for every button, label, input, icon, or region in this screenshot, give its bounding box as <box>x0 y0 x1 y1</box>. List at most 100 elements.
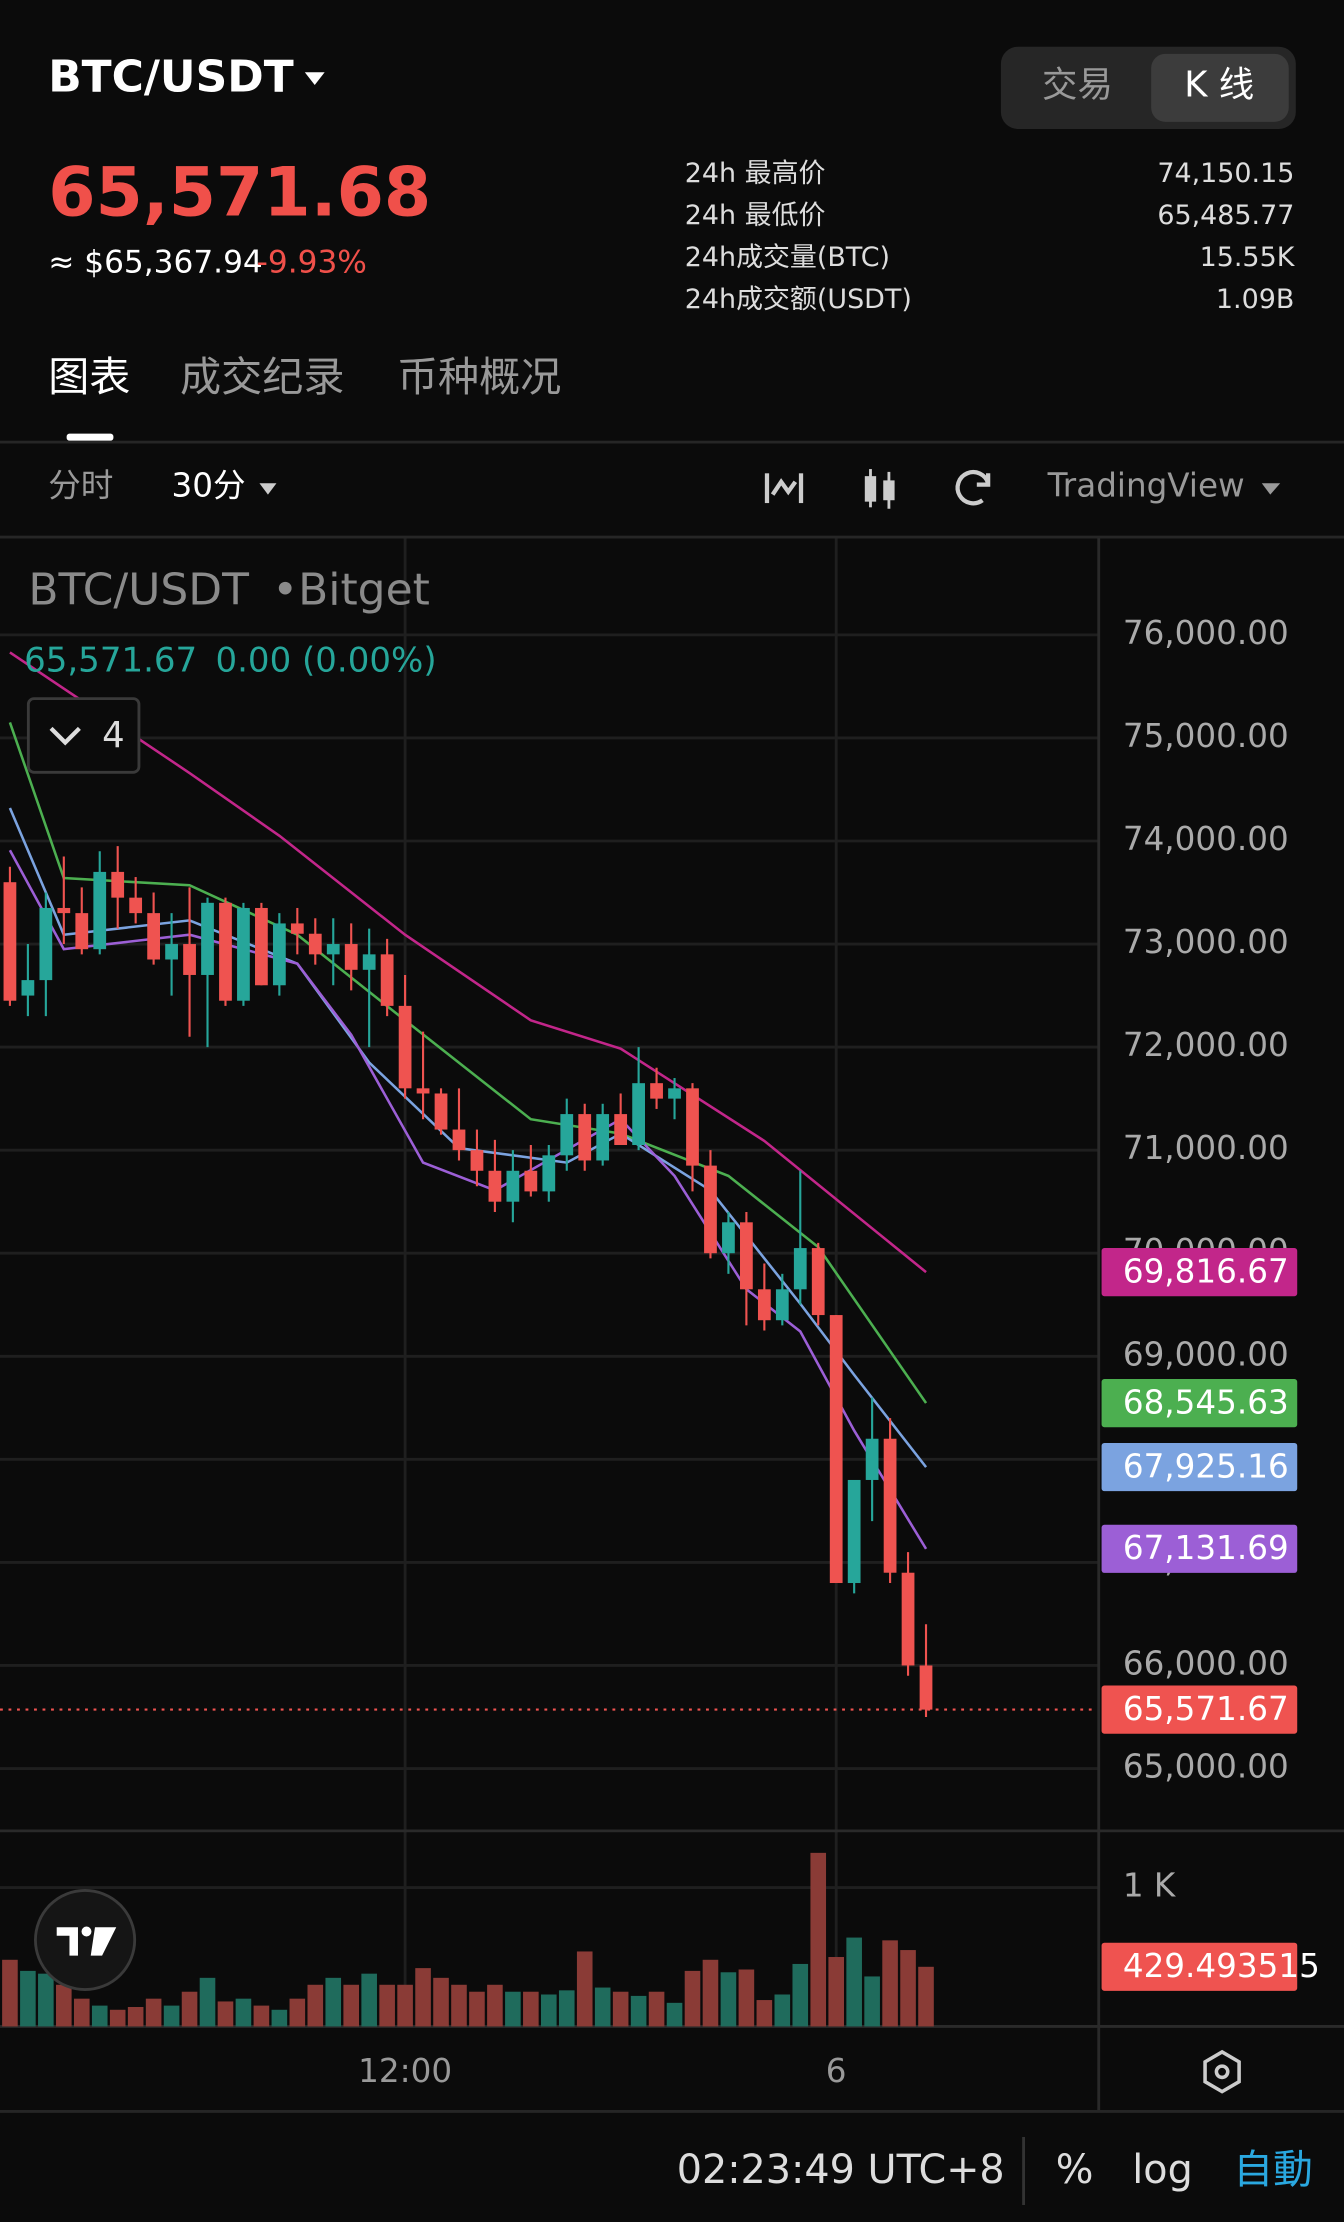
volume-bar <box>666 2002 683 2027</box>
volume-bar <box>576 1951 593 2027</box>
candle-body <box>506 1170 520 1202</box>
y-tick-label: 65,000.00 <box>1123 1748 1289 1786</box>
candle-body <box>740 1222 753 1290</box>
candle-body <box>57 907 71 914</box>
stat-value: 15.55K <box>1200 242 1296 273</box>
volume-bar <box>163 2005 180 2027</box>
volume-bar <box>38 1973 54 2027</box>
toggle-kline[interactable]: K 线 <box>1184 64 1254 105</box>
mode-button[interactable]: 分时 <box>48 466 113 504</box>
volume-bar <box>487 1984 503 2027</box>
volume-bar <box>307 1984 324 2027</box>
volume-bar <box>379 1984 395 2027</box>
tab[interactable]: 币种概况 <box>397 353 561 401</box>
current-price-label-bg <box>1101 1685 1298 1734</box>
tab-indicator <box>66 433 114 441</box>
ma-price-label-bg <box>1101 1442 1298 1492</box>
log-toggle[interactable]: log <box>1132 2147 1192 2193</box>
stat-label: 24h 最高价 <box>685 158 826 189</box>
reset-icon[interactable] <box>955 469 991 506</box>
tradingview-dot <box>81 1926 92 1937</box>
provider-dropdown[interactable] <box>1261 483 1281 495</box>
candle-body <box>650 1083 663 1099</box>
legend-price: 65,571.67 <box>24 640 197 680</box>
candle-body <box>219 902 232 1001</box>
tradingview-logo[interactable] <box>34 1888 137 1992</box>
volume-bar <box>73 1998 90 2027</box>
volume-label: 429.493515 <box>1123 1947 1320 1985</box>
volume-bar <box>199 1977 216 2027</box>
volume-bar <box>271 2009 288 2027</box>
legend-change: 0.00 (0.00%) <box>215 640 436 680</box>
price-change: -9.93% <box>257 245 367 281</box>
volume-bar <box>451 1984 467 2027</box>
tab[interactable]: 图表 <box>48 353 130 401</box>
candle-body <box>362 954 376 970</box>
volume-bar <box>541 1994 557 2027</box>
volume-bar <box>253 2005 270 2027</box>
settings-icon[interactable] <box>1203 2049 1241 2094</box>
pair-dropdown[interactable] <box>304 72 325 86</box>
volume-bar <box>756 2000 773 2027</box>
candle-body <box>416 1088 430 1094</box>
candle-body <box>829 1315 843 1584</box>
candle-body <box>75 913 89 950</box>
volume-bar <box>505 1991 521 2027</box>
tab[interactable]: 成交纪录 <box>180 353 344 401</box>
volume-bar <box>433 1977 449 2027</box>
auto-toggle[interactable]: 自動 <box>1233 2147 1312 2193</box>
stat-label: 24h 最低价 <box>685 200 826 231</box>
stat-value: 65,485.77 <box>1157 200 1294 231</box>
volume-label-bg <box>1101 1942 1298 1991</box>
x-tick-label: 6 <box>826 2052 847 2090</box>
volume-tick-label: 1 K <box>1123 1867 1177 1905</box>
volume-bar <box>612 1991 629 2027</box>
volume-bar <box>217 2001 234 2027</box>
candle-body <box>344 944 358 970</box>
volume-bar <box>109 2009 126 2027</box>
y-tick-label: 69,000.00 <box>1123 1335 1289 1373</box>
ma-price-label: 69,816.67 <box>1123 1253 1289 1291</box>
candle-body <box>488 1170 502 1202</box>
candle-body <box>3 882 17 1001</box>
candle-body <box>686 1088 699 1166</box>
candle-icon[interactable] <box>864 469 895 509</box>
candle-body <box>326 944 340 955</box>
interval-dropdown[interactable] <box>259 483 277 495</box>
candle-body <box>434 1093 448 1130</box>
candle-body <box>614 1114 628 1146</box>
candle-body <box>237 907 250 1001</box>
candle-body <box>901 1572 915 1666</box>
last-price: 65,571.68 <box>48 154 431 233</box>
candle-body <box>704 1165 717 1254</box>
ma-price-label: 67,131.69 <box>1123 1529 1289 1567</box>
candle-body <box>793 1248 807 1290</box>
volume-bar <box>828 1957 844 2027</box>
candle-body <box>560 1114 574 1156</box>
stat-label: 24h成交额(USDT) <box>685 284 912 315</box>
chart: 12:00 6 1 K 76,000.00 75,000.00 74,000.00 73,0… <box>0 538 1344 2112</box>
volume-bar <box>810 1852 827 2027</box>
volume-bar <box>720 1972 737 2027</box>
interval-button[interactable]: 30分 <box>172 466 246 504</box>
y-tick-label: 72,000.00 <box>1123 1026 1289 1064</box>
volume-bar <box>127 2006 144 2027</box>
x-tick-label: 12:00 <box>358 2052 452 2090</box>
candle-body <box>919 1665 933 1710</box>
candle-body <box>147 913 161 960</box>
percent-toggle[interactable]: % <box>1056 2147 1094 2193</box>
volume-bar <box>20 1970 36 2027</box>
volume-bar <box>523 1991 539 2027</box>
provider-button[interactable]: TradingView <box>1047 466 1245 504</box>
y-tick-label: 75,000.00 <box>1123 717 1289 755</box>
toggle-trade[interactable]: 交易 <box>1042 64 1113 105</box>
toggle-selected <box>1151 53 1289 122</box>
fit-icon[interactable] <box>764 473 804 504</box>
candle-body <box>308 933 322 955</box>
y-tick-label: 74,000.00 <box>1123 820 1289 858</box>
candle-body <box>201 902 214 975</box>
indicator-toggle[interactable] <box>26 697 141 774</box>
candle-body <box>255 907 268 986</box>
pair-title[interactable]: BTC/USDT <box>48 51 294 102</box>
